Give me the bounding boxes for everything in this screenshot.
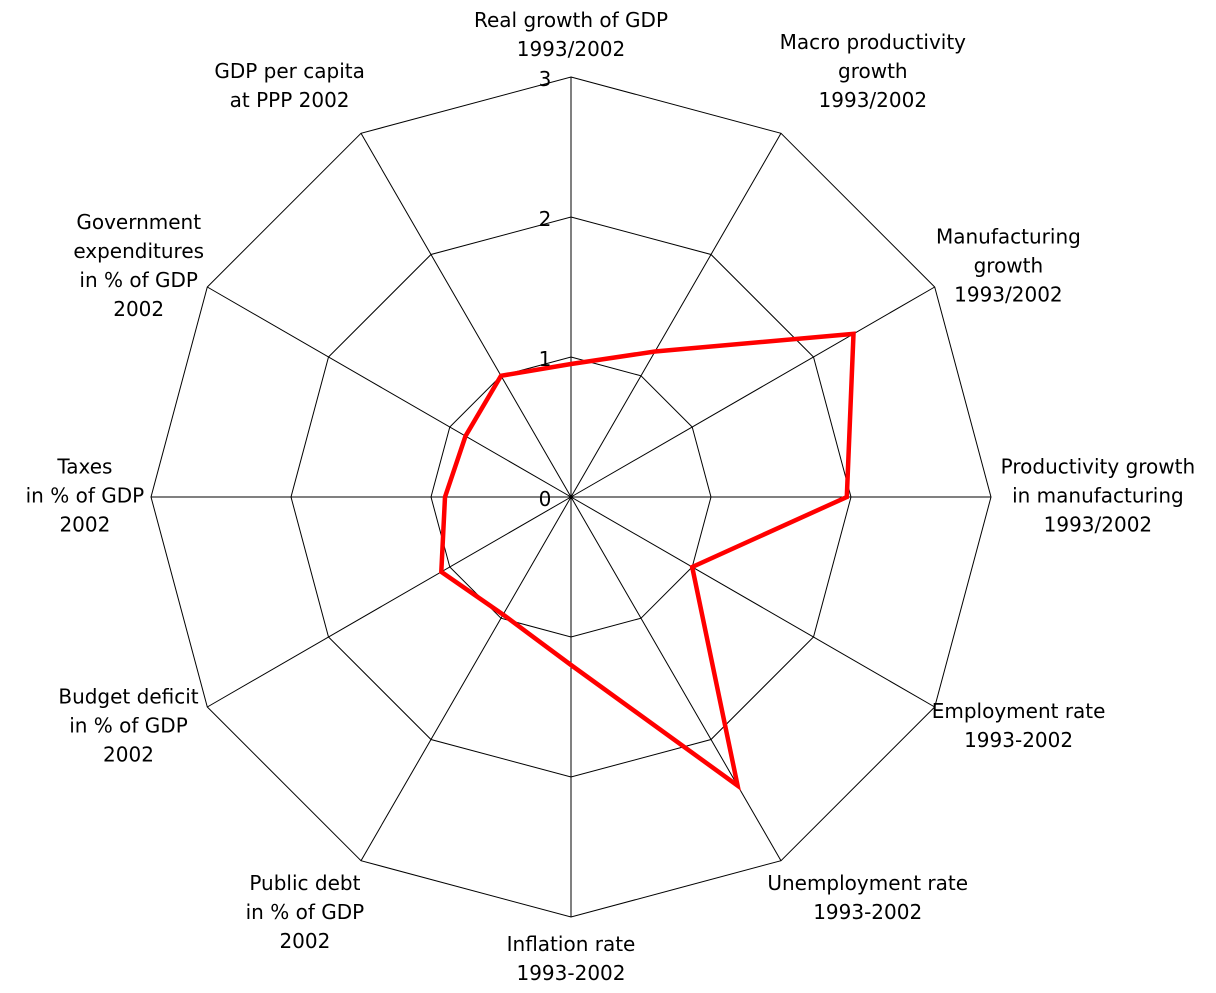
axis-label-line: at PPP 2002 <box>230 88 350 112</box>
axis-label-line: Government <box>76 210 201 234</box>
axis-label-line: Public debt <box>249 871 360 895</box>
radar-series <box>438 331 856 791</box>
axis-spoke <box>570 133 782 498</box>
axis-label-line: 2002 <box>113 297 164 321</box>
axis-label-line: 1993/2002 <box>954 283 1063 307</box>
axis-label-line: in % of GDP <box>246 900 365 924</box>
axis-label: Real growth of GDP 1993/2002 <box>474 8 668 61</box>
tick-label: 1 <box>539 347 552 371</box>
axis-label-line: in % of GDP <box>69 714 188 738</box>
axis-labels: Real growth of GDP 1993/2002 Macro product… <box>26 8 1196 985</box>
axis-label: Inflation rate 1993-2002 <box>507 932 636 985</box>
axis-label-line: 1993/2002 <box>819 88 928 112</box>
axis-spoke <box>570 286 935 498</box>
axis-spoke <box>207 496 572 708</box>
axis-label: Taxes in % of GDP 2002 <box>26 455 145 537</box>
axis-label-line: 1993/2002 <box>1044 513 1153 537</box>
axis-spoke <box>360 133 572 498</box>
axis-label-line: growth <box>838 59 908 83</box>
series-line <box>438 331 856 791</box>
axis-label: Public debt in % of GDP 2002 <box>246 871 365 953</box>
axis-label-line: Taxes <box>56 455 112 479</box>
axis-label-line: GDP per capita <box>214 59 365 83</box>
axis-label-line: growth <box>974 254 1044 278</box>
axis-label-line: expenditures <box>73 239 204 263</box>
axis-label-line: Unemployment rate <box>767 871 968 895</box>
axis-label-line: 1993-2002 <box>516 961 625 985</box>
axis-label-line: Employment rate <box>932 699 1106 723</box>
axis-label: Employment rate 1993-2002 <box>932 699 1106 752</box>
axis-label-line: 1993/2002 <box>517 37 626 61</box>
axis-label: GDP per capita at PPP 2002 <box>214 59 365 112</box>
axis-label-line: Real growth of GDP <box>474 8 668 32</box>
axis-label-line: 2002 <box>279 929 330 953</box>
tick-label: 3 <box>539 67 552 91</box>
axis-label-line: 1993-2002 <box>964 728 1073 752</box>
tick-label: 0 <box>539 487 552 511</box>
axis-label: Budget deficit in % of GDP 2002 <box>58 685 198 767</box>
radial-tick-labels: 0 1 2 3 <box>539 67 552 511</box>
axis-label-line: in % of GDP <box>26 484 145 508</box>
axis-label: Productivity growth in manufacturing 1993/… <box>1001 455 1196 537</box>
axis-spoke <box>570 496 935 708</box>
axis-label: Unemployment rate 1993-2002 <box>767 871 968 924</box>
axis-label: Manufacturing growth 1993/2002 <box>936 225 1081 307</box>
axis-label-line: 2002 <box>59 513 110 537</box>
axis-label-line: in % of GDP <box>79 268 198 292</box>
radar-grid <box>150 76 992 918</box>
axis-label: Government expenditures in % of GDP 2002 <box>73 210 204 321</box>
axis-label-line: in manufacturing <box>1012 484 1184 508</box>
axis-label-line: Inflation rate <box>507 932 636 956</box>
axis-spoke <box>207 286 572 498</box>
axis-spoke <box>570 496 782 861</box>
axis-label-line: Manufacturing <box>936 225 1081 249</box>
axis-label-line: 1993-2002 <box>813 900 922 924</box>
axis-label-line: 2002 <box>103 743 154 767</box>
axis-label-line: Budget deficit <box>58 685 198 709</box>
tick-label: 2 <box>539 207 552 231</box>
axis-label-line: Productivity growth <box>1001 455 1196 479</box>
axis-label: Macro productivity growth 1993/2002 <box>780 30 967 112</box>
axis-label-line: Macro productivity <box>780 30 967 54</box>
axis-spoke <box>360 496 572 861</box>
